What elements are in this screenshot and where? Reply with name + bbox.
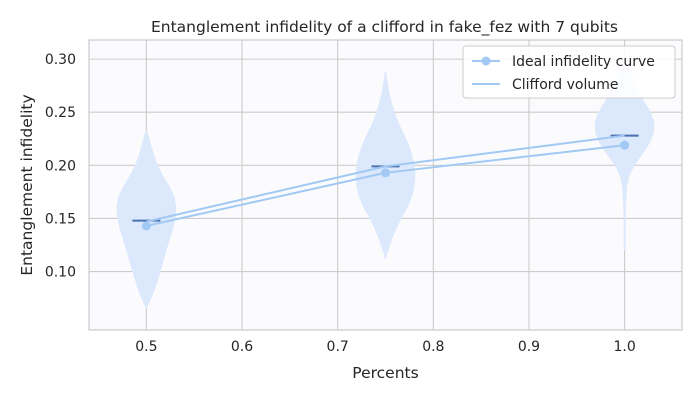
x-axis-label: Percents [352,364,418,382]
legend: Ideal infidelity curve Clifford volume [462,45,676,99]
series-point [141,221,151,231]
x-tick-label: 0.5 [135,339,157,355]
chart-title: Entanglement infidelity of a clifford in… [151,18,618,37]
y-axis-label: Entanglement infidelity [18,94,36,275]
x-tick-label: 0.7 [327,339,349,355]
x-tick-label: 0.6 [231,339,253,355]
series-line [146,134,625,223]
y-tick-label: 0.25 [45,105,76,121]
legend-box [462,45,676,99]
series-lines [141,134,630,231]
y-tick-label: 0.15 [45,211,76,227]
x-tick-label: 1.0 [613,339,635,355]
y-tick-label: 0.10 [45,265,76,281]
series-point [381,168,390,178]
series-point [620,140,630,150]
y-tick-label: 0.30 [45,52,76,68]
plot-frame [88,39,683,331]
violins [116,59,655,309]
legend-label-clifford-volume: Clifford volume [512,77,618,93]
y-tick-label: 0.20 [45,158,76,174]
tick-labels: 0.5 0.6 0.7 0.8 0.9 1.0 0.10 0.15 0.20 0.25 0.30 [45,52,636,355]
legend-label-ideal-infidelity-curve: Ideal infidelity curve [512,54,655,70]
x-tick-label: 0.8 [422,339,444,355]
x-tick-label: 0.9 [518,339,540,355]
legend-marker-ideal-infidelity-curve [481,56,491,66]
